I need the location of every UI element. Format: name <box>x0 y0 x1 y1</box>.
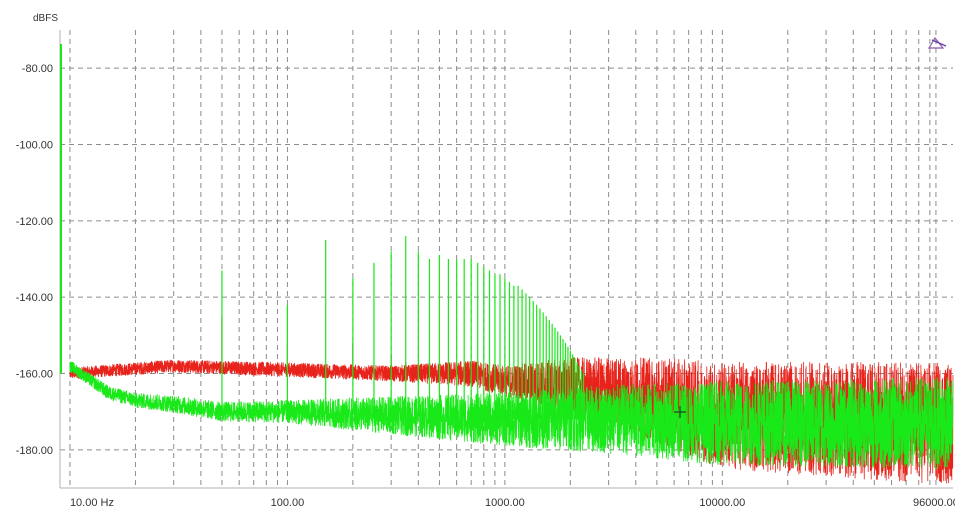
x-tick-label: 1000.00 <box>485 497 525 509</box>
y-tick-labels: -80.00 -100.00 -120.00 -140.00 -160.00 -180.0… <box>16 63 53 457</box>
y-tick-label: -80.00 <box>22 63 53 75</box>
y-axis-unit-label: dBFS <box>33 13 58 24</box>
series-layer <box>60 44 954 484</box>
x-tick-label: 96000.00 <box>913 497 955 509</box>
y-tick-label: -180.00 <box>16 445 53 457</box>
corner-marker-icon[interactable] <box>927 36 947 49</box>
y-tick-label: -100.00 <box>16 140 53 152</box>
y-tick-label: -160.00 <box>16 369 53 381</box>
x-tick-label: 10.00 Hz <box>70 497 114 509</box>
x-tick-label: 10000.00 <box>699 497 745 509</box>
x-tick-label: 100.00 <box>271 497 305 509</box>
x-tick-labels: 10.00 Hz 100.00 1000.00 10000.00 96000.00 <box>70 497 955 509</box>
series-trace-2 <box>69 361 954 470</box>
crosshair-cursor-icon[interactable] <box>674 406 686 418</box>
series-trace-1 <box>69 357 954 484</box>
y-tick-label: -140.00 <box>16 292 53 304</box>
y-tick-label: -120.00 <box>16 216 53 228</box>
